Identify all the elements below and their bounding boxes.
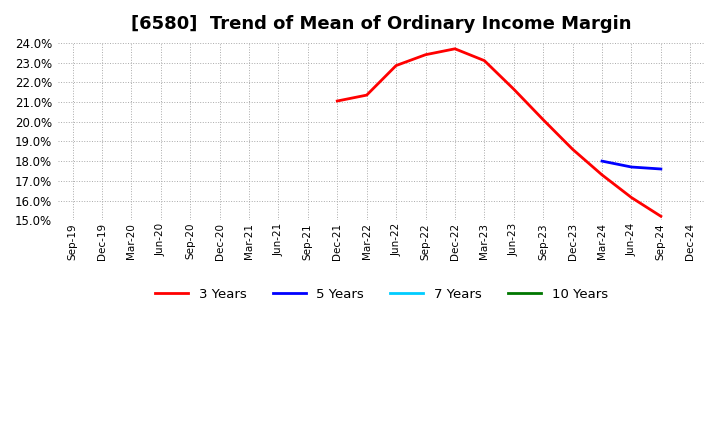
Legend: 3 Years, 5 Years, 7 Years, 10 Years: 3 Years, 5 Years, 7 Years, 10 Years xyxy=(150,282,613,306)
Title: [6580]  Trend of Mean of Ordinary Income Margin: [6580] Trend of Mean of Ordinary Income … xyxy=(131,15,631,33)
